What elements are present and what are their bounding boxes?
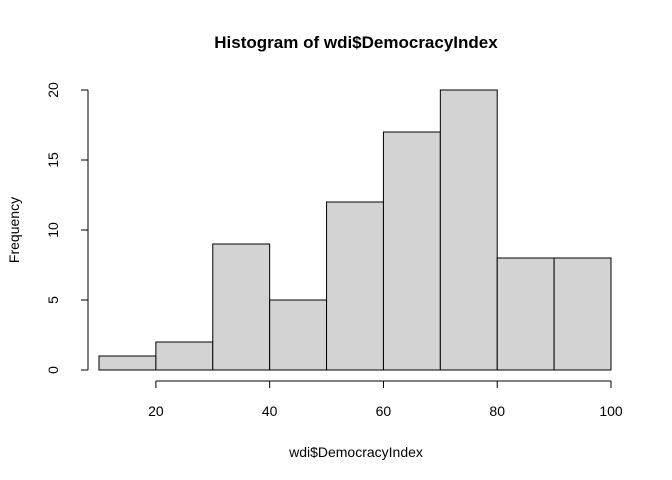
x-tick-label-80: 80 <box>489 403 505 419</box>
histogram-bar-1 <box>98 355 157 371</box>
y-axis: 0 5 10 15 20 <box>45 82 89 374</box>
y-axis-label: Frequency <box>6 197 22 263</box>
x-axis-label: wdi$DemocracyIndex <box>288 444 423 460</box>
histogram-bar-3 <box>212 243 271 371</box>
y-tick-label-0: 0 <box>45 366 61 374</box>
histogram-bar-5 <box>326 201 384 371</box>
x-tick-label-40: 40 <box>262 403 278 419</box>
histogram-bar-6 <box>382 131 441 371</box>
x-tick-label-60: 60 <box>376 403 392 419</box>
chart-title: Histogram of wdi$DemocracyIndex <box>214 33 498 52</box>
histogram-bars <box>98 89 612 371</box>
histogram-bar-4 <box>269 299 328 371</box>
x-axis: 20 40 60 80 100 <box>148 380 623 419</box>
y-tick-label-10: 10 <box>45 222 61 238</box>
histogram-bar-7 <box>439 89 498 371</box>
histogram-bar-8 <box>496 257 555 371</box>
histogram-bar-9 <box>553 257 612 371</box>
histogram-bar-2 <box>155 341 214 371</box>
y-tick-label-5: 5 <box>45 296 61 304</box>
x-tick-label-100: 100 <box>599 403 623 419</box>
y-tick-label-15: 15 <box>45 152 61 168</box>
x-tick-label-20: 20 <box>148 403 164 419</box>
y-tick-label-20: 20 <box>45 82 61 98</box>
